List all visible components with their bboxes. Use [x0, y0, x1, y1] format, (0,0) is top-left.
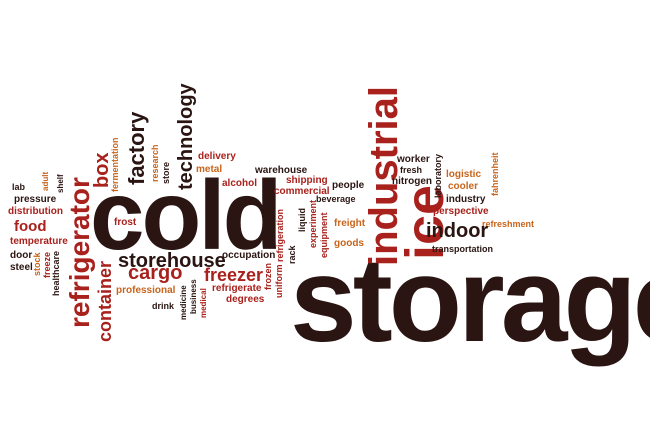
word-freezer: freezer: [204, 265, 264, 285]
word-stock: stock: [32, 252, 42, 276]
word-delivery: delivery: [198, 151, 236, 162]
word-rack: rack: [287, 245, 297, 264]
word-refrigeration: refrigeration: [275, 208, 285, 262]
word-storage: storage: [290, 233, 650, 367]
word-logistic: logistic: [446, 169, 482, 180]
word-pressure: pressure: [14, 194, 57, 205]
word-medicine: medicine: [179, 285, 188, 320]
word-commercial: commercial: [274, 186, 330, 197]
word-drink: drink: [152, 301, 175, 311]
word-uniform: uniform: [274, 264, 284, 299]
word-cargo: cargo: [128, 262, 183, 284]
word-people: people: [332, 180, 365, 191]
word-shelf: shelf: [56, 174, 65, 193]
word-research: research: [150, 144, 160, 182]
word-storehouse: storehouse: [118, 250, 226, 272]
word-indoor: indoor: [426, 220, 489, 242]
word-frost: frost: [114, 217, 137, 228]
word-laboratory: laboratory: [433, 153, 443, 198]
word-lab: lab: [12, 182, 26, 192]
word-cooler: cooler: [448, 181, 479, 192]
word-occupation: occupation: [222, 250, 276, 261]
word-door: door: [10, 250, 33, 261]
word-experiment: experiment: [308, 199, 318, 248]
word-equipment: equipment: [319, 212, 329, 258]
word-shipping: shipping: [286, 175, 328, 186]
word-fresh: fresh: [400, 165, 423, 175]
word-technology: technology: [175, 83, 197, 190]
word-degrees: degrees: [226, 294, 265, 305]
word-adult: adult: [41, 171, 50, 191]
word-warehouse: warehouse: [255, 165, 308, 176]
word-goods: goods: [334, 238, 364, 249]
word-container: container: [95, 260, 115, 342]
word-refreshment: refreshment: [482, 219, 535, 229]
word-alcohol: alcohol: [222, 178, 258, 189]
word-refrigerator: refrigerator: [64, 177, 95, 328]
word-steel: steel: [10, 262, 33, 273]
word-freight: freight: [334, 218, 366, 229]
word-nitrogen: nitrogen: [392, 176, 432, 187]
word-metal: metal: [196, 164, 223, 175]
word-professional: professional: [116, 285, 176, 296]
word-food: food: [14, 218, 47, 235]
word-business: business: [189, 279, 198, 314]
word-industry: industry: [446, 194, 486, 205]
word-fahrenheit: fahrenheit: [490, 152, 500, 196]
word-healthcare: healthcare: [51, 250, 61, 296]
word-transportation: transportation: [432, 244, 494, 254]
word-worker: worker: [397, 154, 430, 165]
word-store: store: [161, 161, 171, 184]
word-distribution: distribution: [8, 206, 63, 217]
word-medical: medical: [199, 288, 208, 318]
word-frozen: frozen: [263, 263, 273, 290]
word-liquid: liquid: [297, 208, 307, 232]
word-box: box: [91, 152, 113, 188]
word-factory: factory: [124, 111, 149, 185]
word-perspective: perspective: [433, 206, 489, 217]
word-beverage: beverage: [316, 194, 356, 204]
word-temperature: temperature: [10, 236, 68, 247]
word-refrigerate: refrigerate: [212, 283, 262, 294]
word-cold: cold: [90, 160, 282, 270]
word-fermentation: fermentation: [110, 137, 120, 192]
